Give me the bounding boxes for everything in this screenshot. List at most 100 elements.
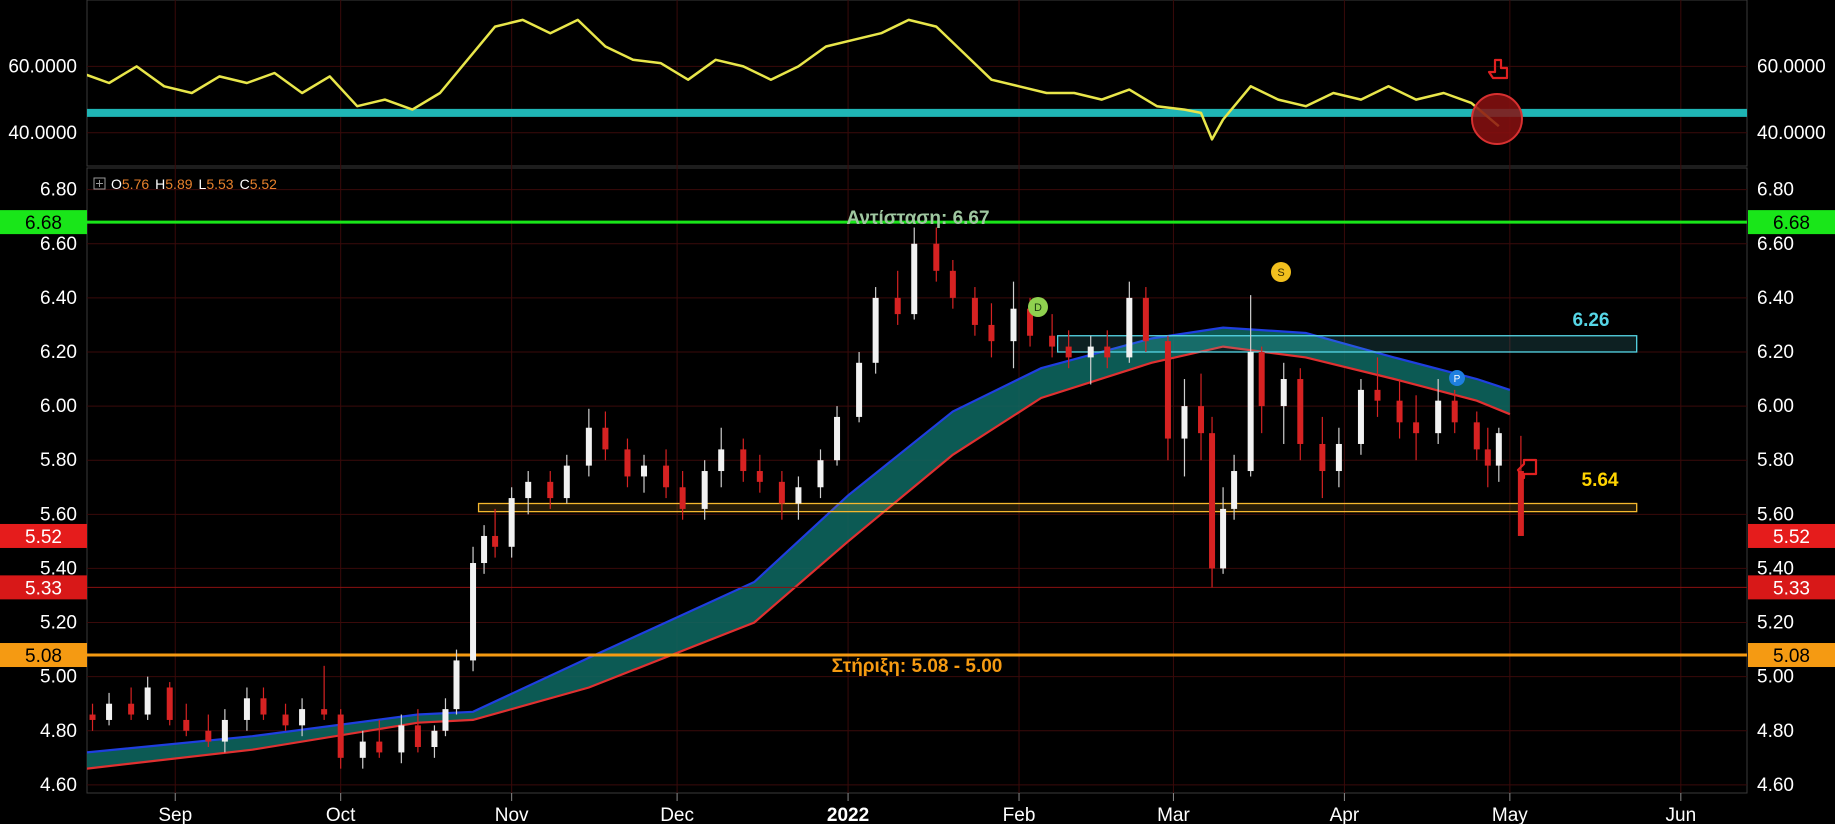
candlestick [1495,427,1502,482]
candlestick [988,303,995,358]
candle-body [1258,351,1265,407]
candlestick [337,709,344,769]
resistance-annotation: Αντίσταση: 6.67 [846,208,989,229]
candle-body [1280,379,1287,407]
candle-body [1010,308,1017,342]
y-tick-label-right: 6.20 [1757,342,1794,363]
candle-body [1484,449,1491,466]
ohlc-h-label: H [155,176,165,192]
candlestick [106,692,113,726]
candle-body [359,741,366,758]
candlestick [431,725,438,758]
x-tick-label: Dec [660,805,694,824]
moving-average-layer [87,326,1511,770]
candlestick [183,703,190,737]
price-tag-low-left: 5.33 [0,575,87,600]
candle-body [1198,406,1205,434]
price-tag-text: 5.52 [1773,527,1810,548]
price-tag-bg [1748,210,1835,235]
fast-ma-line [87,326,1511,754]
ohlc-c-value: 5.52 [250,176,277,192]
price-tag-text: 5.08 [25,646,62,667]
candle-body [398,725,405,753]
candle-body [1396,400,1403,423]
candle-body [911,243,918,315]
x-tick-label: Nov [495,805,529,824]
candlestick [1374,357,1381,417]
candle-body [431,730,438,748]
candle-body [376,741,383,753]
candle-body [1209,433,1216,569]
y-tick-label-right: 6.80 [1757,180,1794,201]
x-tick-label: Jun [1666,805,1697,824]
x-tick-label: Apr [1330,805,1360,824]
y-tick-label-left: 4.80 [40,721,77,742]
y-tick-label-right: 6.00 [1757,396,1794,417]
candlestick [679,471,686,520]
candlestick [1164,335,1171,461]
axis-layer: 6.80 6.80 6.60 6.60 6.40 6.40 6.20 6.20 6.00 6.00… [8,56,1825,824]
price-tag-last-left: 5.52 [0,523,87,548]
candle-body [1451,400,1458,423]
candlestick [299,698,306,737]
price-tag-last-right: 5.52 [1748,523,1835,548]
candle-body [624,449,631,477]
candle-body [1126,297,1133,358]
candle-body [299,709,306,726]
legend-toggle-icon[interactable] [93,177,106,190]
y-tick-label-left: 6.60 [40,234,77,255]
ohlc-c-label: C [240,176,250,192]
marker-s-circle [1271,262,1291,282]
osc-tick-label-left: 40.0000 [8,123,77,144]
candle-body [679,487,686,509]
candle-body [641,465,648,477]
candlestick [585,408,592,477]
candlestick [1319,416,1326,499]
candle-body [1435,400,1442,434]
candlestick [872,287,879,374]
oscillator-panel [86,0,1748,167]
candlestick [282,703,289,731]
lower-zone [477,502,1638,513]
candlestick [205,714,212,748]
marker-p[interactable]: P [1449,370,1465,386]
candle-body [282,714,289,726]
candlestick [260,687,267,720]
y-tick-label-left: 5.20 [40,613,77,634]
candlestick [1357,379,1364,455]
candlestick [641,454,648,493]
candlestick [243,687,250,731]
candle-body [756,471,763,482]
candle-body [1495,433,1502,466]
candlestick [1198,373,1205,461]
candlestick [1049,314,1056,358]
ma-ribbon [87,327,1510,769]
x-tick-label: Sep [158,805,192,824]
candlestick [740,438,747,482]
candle-body [1335,443,1342,472]
price-tag-text: 5.08 [1773,646,1810,667]
price-tag-bg [0,643,87,668]
candle-body [778,481,785,504]
candlestick [933,227,940,282]
osc-tick-label-right: 40.0000 [1757,123,1826,144]
candlestick [1181,379,1188,477]
candlestick [949,259,956,309]
candlestick [547,471,554,509]
marker-d[interactable]: D [1028,297,1048,317]
candlestick [911,227,918,320]
candle-body [1087,346,1094,358]
candlestick [1517,435,1524,536]
price-tag-text: 5.52 [25,527,62,548]
y-tick-label-left: 5.40 [40,558,77,579]
y-tick-label-left: 5.60 [40,504,77,525]
oscillator-layer [87,18,1747,141]
candle-body [1473,422,1480,450]
ohlc-legend-text: O5.76 H5.89 L5.53 C5.52 [111,176,277,192]
y-tick-label-right: 5.40 [1757,558,1794,579]
upper-zone [1056,335,1638,353]
candlestick [1220,487,1227,574]
candlestick [834,406,841,466]
marker-s[interactable]: S [1271,262,1291,282]
